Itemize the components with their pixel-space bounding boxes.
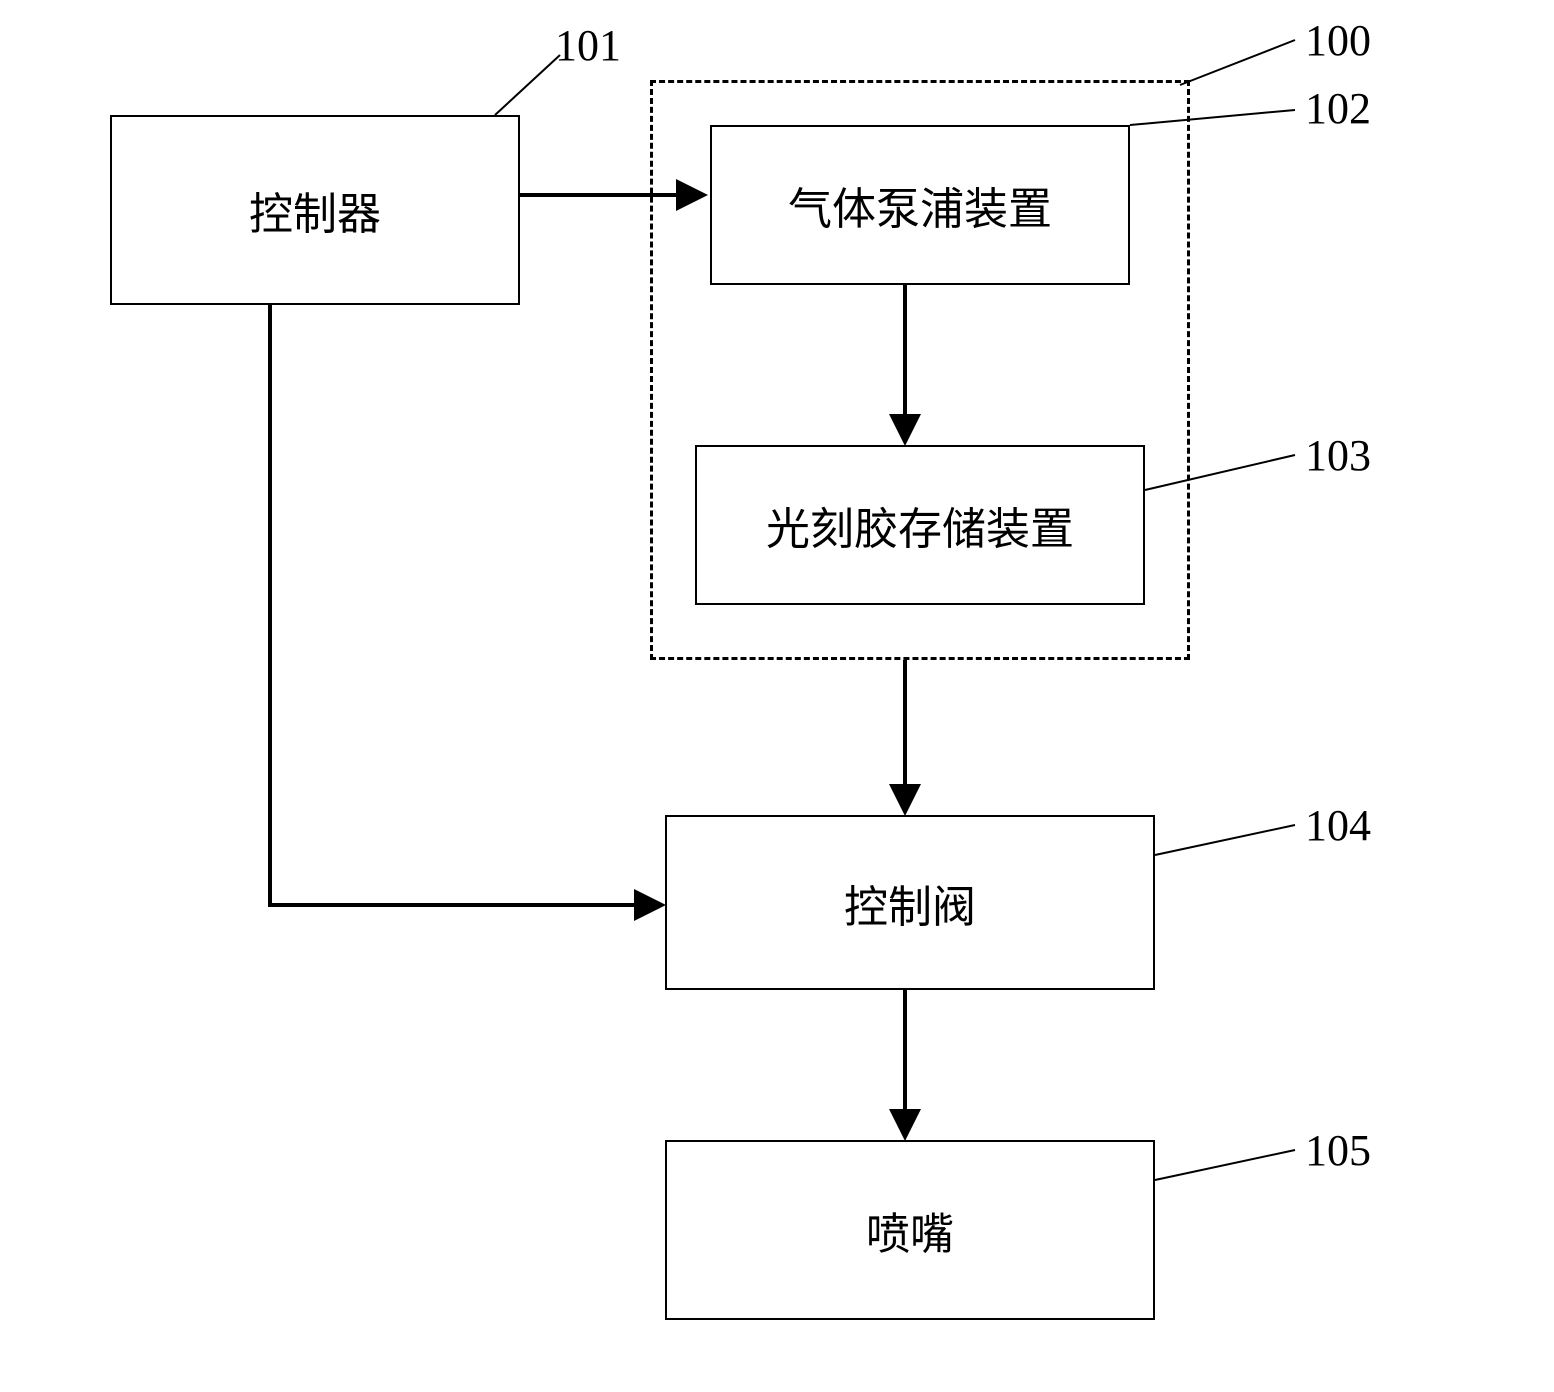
node-control-valve-label: 控制阀 xyxy=(844,871,976,935)
node-photoresist-storage: 光刻胶存储装置 xyxy=(695,445,1145,605)
leader-104 xyxy=(1155,825,1295,855)
arrow-controller-to-valve xyxy=(270,305,658,905)
node-nozzle-label: 喷嘴 xyxy=(866,1198,954,1262)
node-control-valve: 控制阀 xyxy=(665,815,1155,990)
leader-101 xyxy=(495,55,560,115)
ref-101: 101 xyxy=(555,20,621,71)
leader-105 xyxy=(1155,1150,1295,1180)
ref-104: 104 xyxy=(1305,800,1371,851)
flowchart-diagram: 控制器 气体泵浦装置 光刻胶存储装置 控制阀 喷嘴 100 101 102 10… xyxy=(0,0,1554,1392)
node-controller: 控制器 xyxy=(110,115,520,305)
leader-100 xyxy=(1180,40,1295,85)
ref-100: 100 xyxy=(1305,15,1371,66)
node-nozzle: 喷嘴 xyxy=(665,1140,1155,1320)
node-controller-label: 控制器 xyxy=(249,178,381,242)
node-photoresist-storage-label: 光刻胶存储装置 xyxy=(766,493,1074,557)
node-gas-pump-label: 气体泵浦装置 xyxy=(788,173,1052,237)
ref-103: 103 xyxy=(1305,430,1371,481)
ref-105: 105 xyxy=(1305,1125,1371,1176)
ref-102: 102 xyxy=(1305,83,1371,134)
node-gas-pump: 气体泵浦装置 xyxy=(710,125,1130,285)
